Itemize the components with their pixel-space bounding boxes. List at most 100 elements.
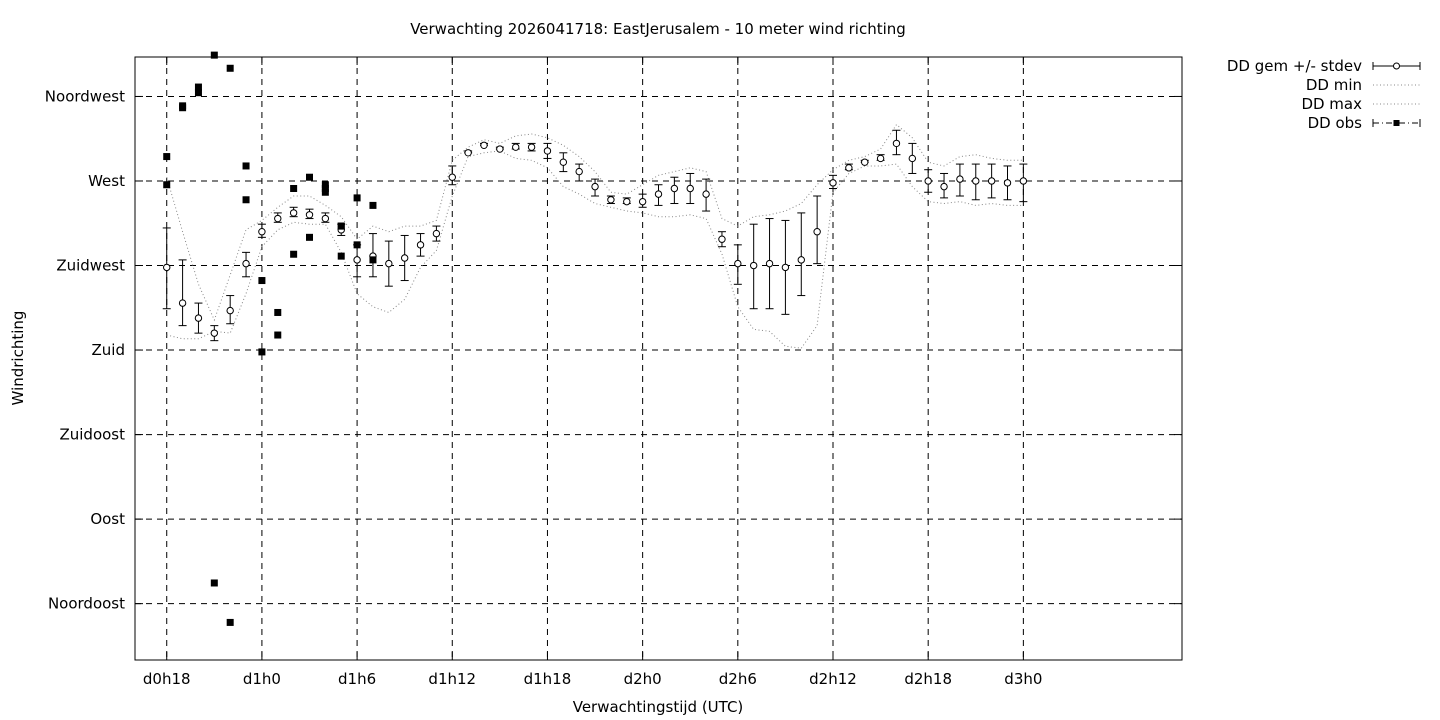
dd-gem-point [274, 214, 282, 223]
dd-gem-point [496, 145, 504, 153]
dd-obs-point [242, 196, 250, 204]
dd-obs-point [321, 181, 329, 189]
dd-gem-errorbar [670, 176, 679, 205]
dd-gem-errorbar [622, 197, 631, 206]
legend-label: DD min [1306, 76, 1362, 94]
legend-swatch-marker [1393, 120, 1400, 126]
dd-obs-point [306, 173, 313, 181]
dd-gem-errorbar [702, 178, 711, 212]
dd-gem-errorbar [765, 218, 774, 310]
dd-gem-errorbar [654, 184, 663, 206]
dd-obs-point [226, 618, 234, 626]
dd-gem-errorbar [1019, 163, 1028, 203]
dd-gem-errorbar [686, 172, 695, 205]
dd-gem-errorbar [162, 227, 171, 310]
x-tick-label: d0h18 [143, 670, 191, 688]
dd-gem-errorbar [178, 259, 187, 327]
x-tick-label: d3h0 [1004, 670, 1042, 688]
dd-gem-point [289, 209, 298, 217]
dd-obs-point [321, 188, 329, 196]
dd-gem-point [242, 259, 250, 268]
dd-gem-point [385, 259, 393, 268]
dd-gem-point [305, 211, 314, 219]
dd-gem-errorbar [940, 172, 949, 199]
dd-gem-point [607, 196, 615, 204]
y-tick-label: Noordwest [45, 87, 125, 105]
dd-gem-point [956, 175, 964, 183]
legend-label: DD gem +/- stdev [1227, 57, 1362, 75]
dd-gem-errorbar [733, 244, 742, 285]
dd-gem-point [876, 154, 885, 163]
dd-gem-point [940, 182, 948, 191]
dd-gem-errorbar [305, 208, 314, 220]
dd-gem-errorbar [289, 206, 298, 218]
dd-obs-point [194, 89, 202, 97]
dd-gem-point [416, 241, 425, 249]
dd-gem-errorbar [226, 295, 235, 325]
dd-obs-point [353, 194, 361, 202]
dd-gem-point [638, 197, 647, 206]
dd-gem-point [432, 229, 441, 238]
dd-gem-errorbar [416, 233, 425, 257]
dd-obs-point [306, 233, 313, 241]
dd-obs-point [321, 184, 329, 192]
dd-gem-errorbar [638, 193, 647, 208]
dd-gem-point [829, 179, 837, 187]
dd-obs-point [179, 102, 187, 110]
dd-gem-errorbar [368, 233, 377, 278]
legend-entry: DD obs [1308, 114, 1421, 132]
legend-swatch-marker [1393, 62, 1400, 70]
legend-label: DD max [1301, 95, 1362, 113]
dd-gem-point [527, 143, 536, 151]
x-tick-label: d1h18 [524, 670, 572, 688]
dd-gem-point [464, 149, 472, 157]
dd-obs-point [258, 348, 266, 356]
dd-gem-point [797, 256, 805, 264]
dd-gem-errorbar [591, 178, 600, 197]
dd-gem-point [718, 235, 726, 243]
dd-gem-point [781, 263, 790, 272]
dd-obs-point [210, 51, 218, 59]
dd-gem-errorbar [353, 244, 362, 278]
dd-gem-errorbar [495, 145, 504, 153]
dd-gem-errorbar [781, 219, 790, 315]
dd-gem-point [258, 228, 266, 236]
dd-gem-point [559, 158, 568, 166]
dd-gem-point [686, 184, 694, 193]
dd-gem-errorbar [384, 240, 393, 287]
x-tick-label: d1h0 [243, 670, 281, 688]
dd-gem-errorbar [813, 195, 822, 265]
dd-obs-point [210, 579, 218, 587]
chart-title: Verwachting 2026041718: EastJerusalem - … [410, 20, 906, 38]
dd-gem-point [908, 154, 917, 163]
dd-gem-point [210, 329, 219, 337]
dd-gem-errorbar [892, 129, 901, 156]
series-layer [162, 51, 1028, 626]
legend-label: DD obs [1308, 114, 1363, 132]
dd-obs-point [337, 222, 345, 230]
dd-gem-point [924, 177, 932, 185]
dd-gem-point [765, 259, 774, 268]
dd-gem-errorbar [273, 212, 282, 223]
dd-obs-point [242, 162, 250, 170]
dd-gem-errorbar [511, 142, 520, 151]
dd-gem-errorbar [480, 141, 488, 149]
dd-gem-point [749, 261, 758, 270]
dd-gem-point [512, 143, 520, 151]
y-tick-label: Zuidwest [56, 257, 125, 275]
legend-entry: DD gem +/- stdev [1227, 57, 1421, 75]
dd-gem-errorbar [543, 142, 552, 159]
y-tick-label: Zuidoost [59, 426, 125, 444]
dd-gem-point [892, 139, 901, 148]
dd-gem-point [480, 141, 488, 149]
dd-gem-errorbar [432, 225, 441, 242]
x-tick-label: d1h6 [338, 670, 376, 688]
dd-gem-point [543, 147, 552, 155]
dd-obs-point [353, 241, 361, 249]
dd-gem-errorbar [797, 212, 806, 297]
dd-gem-point [178, 299, 187, 307]
dd-gem-errorbar [257, 223, 266, 238]
dd-gem-point [163, 263, 171, 272]
dd-gem-point [448, 173, 456, 181]
